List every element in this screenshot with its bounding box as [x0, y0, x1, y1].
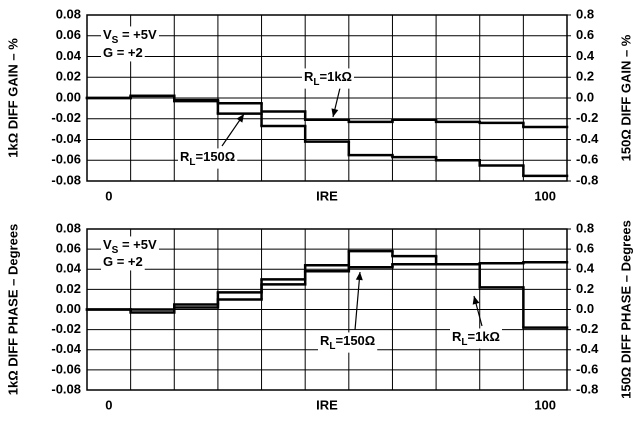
y-tick-label: -0.02: [51, 110, 81, 125]
annotation-text: =1kΩ: [320, 69, 352, 84]
x-tick-label: 0: [105, 188, 112, 203]
annotation-subscript: L: [329, 341, 335, 352]
y-tick-label: 0.08: [56, 220, 81, 235]
y2-tick-label: 0.4: [576, 48, 595, 63]
y2-tick-label: 0.0: [576, 301, 594, 316]
y-tick-label: 0.00: [56, 301, 81, 316]
arrow-head: [472, 296, 480, 305]
annotation-arrow: [354, 271, 361, 331]
x-tick-label: 100: [534, 188, 556, 203]
annotation-text: =150Ω: [336, 333, 376, 348]
y2-tick-label: -0.4: [576, 341, 599, 356]
y-tick-label: 0.02: [56, 69, 81, 84]
y2-tick-label: 0.6: [576, 27, 594, 42]
y2-tick-label: 0.0: [576, 89, 594, 104]
y2-tick-label: -0.8: [576, 172, 598, 187]
y2-tick-label: 0.8: [576, 220, 594, 235]
annotation-text: =150Ω: [196, 149, 236, 164]
y2-tick-label: -0.6: [576, 361, 598, 376]
y-tick-label: -0.02: [51, 321, 81, 336]
annotation-text: R: [180, 149, 190, 164]
y-tick-label: 0.04: [56, 48, 82, 63]
annotation-text: R: [304, 69, 314, 84]
annotation-text: G = +2: [103, 45, 143, 60]
y-tick-label: 0.06: [56, 27, 81, 42]
annotation-background: [101, 253, 145, 271]
arrow-head: [236, 114, 244, 123]
annotation-text: V: [103, 27, 112, 42]
y-axis-label: 1kΩ DIFF GAIN – %: [5, 38, 20, 158]
annotation-text: R: [320, 333, 330, 348]
y-tick-label: -0.04: [51, 341, 81, 356]
y2-axis-label: 150Ω DIFF GAIN – %: [618, 34, 633, 161]
annotation-text: R: [452, 329, 462, 344]
annotation-text: = +5V: [118, 27, 157, 42]
annotation-background: [302, 68, 354, 89]
y-tick-label: -0.06: [51, 361, 81, 376]
annotation: RL=150Ω: [320, 333, 375, 351]
x-tick-label: 100: [534, 397, 556, 412]
annotation-text: G = +2: [103, 254, 143, 269]
arrow-head: [355, 272, 363, 281]
y-tick-label: 0.00: [56, 89, 81, 104]
y2-tick-label: -0.8: [576, 381, 598, 396]
y-tick-label: -0.08: [51, 172, 81, 187]
annotation-text: V: [103, 237, 112, 252]
y-tick-label: 0.02: [56, 281, 81, 296]
y-tick-label: 0.06: [56, 241, 81, 256]
annotation-subscript: L: [313, 77, 319, 88]
y-tick-label: -0.04: [51, 131, 81, 146]
y-tick-label: -0.08: [51, 381, 81, 396]
y-axis-label: 1kΩ DIFF PHASE – Degrees: [5, 224, 20, 396]
x-axis-label: IRE: [316, 188, 338, 203]
annotation-background: [101, 26, 159, 47]
y-tick-label: 0.04: [56, 261, 82, 276]
annotation: G = +2: [103, 254, 143, 269]
y2-tick-label: -0.2: [576, 321, 598, 336]
y2-tick-label: -0.4: [576, 131, 599, 146]
annotation-background: [318, 332, 378, 353]
y-tick-label: -0.06: [51, 152, 81, 167]
x-tick-label: 0: [105, 397, 112, 412]
annotation-background: [101, 44, 145, 62]
annotation-subscript: S: [112, 35, 119, 46]
y2-tick-label: 0.6: [576, 241, 594, 256]
annotation: RL=1kΩ: [452, 329, 500, 347]
annotation: G = +2: [103, 45, 143, 60]
annotation: VS = +5V: [103, 27, 157, 45]
x-axis-label: IRE: [316, 397, 338, 412]
annotation-background: [178, 148, 238, 169]
annotation-background: [450, 328, 502, 349]
y2-tick-label: -0.2: [576, 110, 598, 125]
annotation-text: = +5V: [118, 237, 157, 252]
annotation: RL=1kΩ: [304, 69, 352, 87]
y2-tick-label: 0.4: [576, 261, 595, 276]
annotation-subscript: S: [112, 245, 119, 256]
y2-tick-label: 0.8: [576, 6, 594, 21]
annotation: VS = +5V: [103, 237, 157, 255]
annotation-text: =1kΩ: [468, 329, 500, 344]
y2-axis-label: 150Ω DIFF PHASE – Degrees: [618, 220, 633, 399]
y2-tick-label: -0.6: [576, 152, 598, 167]
annotation-background: [101, 236, 159, 257]
annotation-subscript: L: [189, 157, 195, 168]
annotation-subscript: L: [461, 337, 467, 348]
y-tick-label: 0.08: [56, 6, 81, 21]
y2-tick-label: 0.2: [576, 281, 594, 296]
arrow-head: [331, 108, 339, 117]
y2-tick-label: 0.2: [576, 69, 594, 84]
annotation: RL=150Ω: [180, 149, 235, 167]
